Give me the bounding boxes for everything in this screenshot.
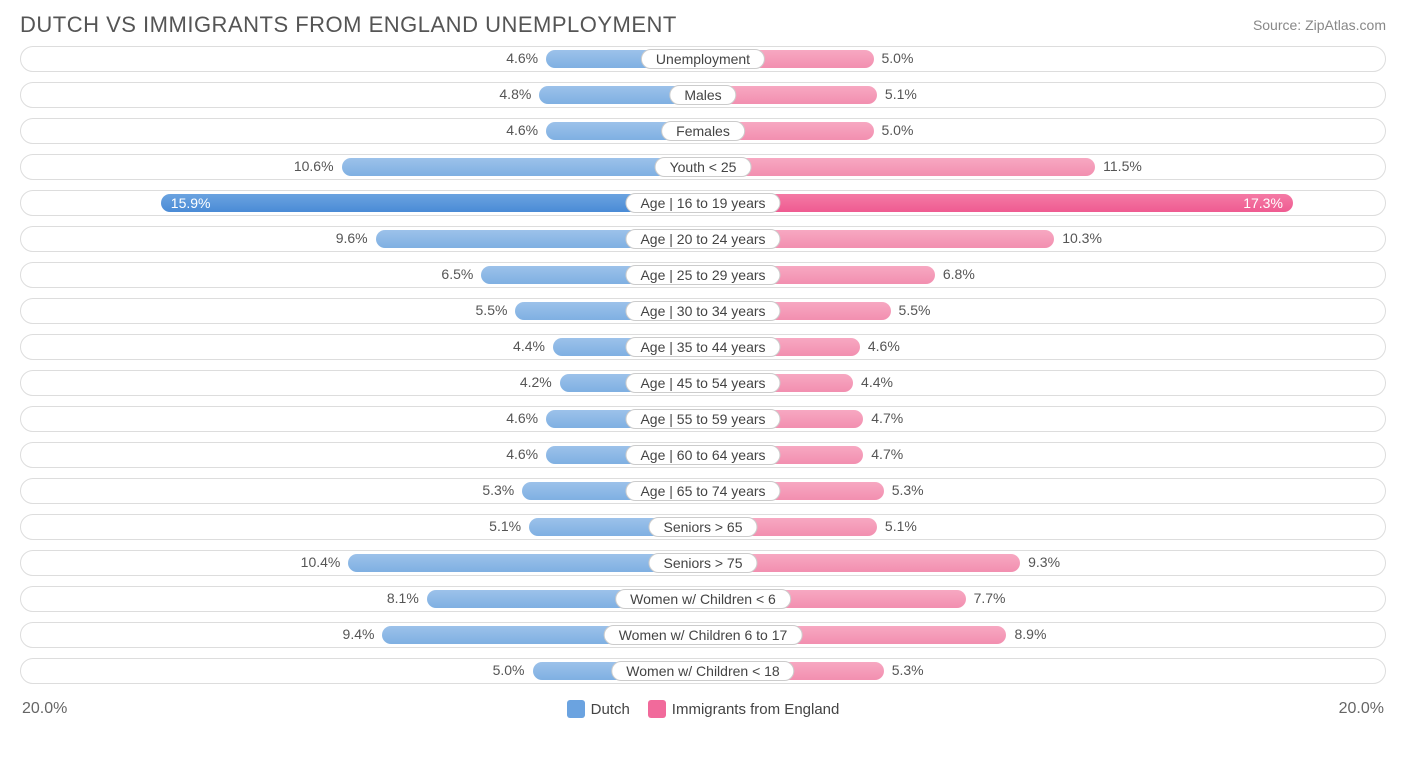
legend-swatch-immigrants (648, 700, 666, 718)
value-left: 10.4% (301, 554, 349, 570)
row-label: Age | 16 to 19 years (625, 193, 780, 213)
value-right: 5.5% (891, 302, 931, 318)
row-label: Males (669, 85, 736, 105)
axis-label-left: 20.0% (22, 700, 67, 718)
value-right: 5.3% (884, 662, 924, 678)
value-left: 9.6% (336, 230, 376, 246)
bar-left (161, 194, 703, 212)
legend: Dutch Immigrants from England (567, 700, 840, 718)
chart-row: 10.6% 11.5% Youth < 25 (20, 154, 1386, 180)
chart-footer: 20.0% Dutch Immigrants from England 20.0… (0, 694, 1406, 736)
value-left: 4.6% (506, 410, 546, 426)
row-label: Females (661, 121, 745, 141)
value-right: 7.7% (966, 590, 1006, 606)
value-left: 4.6% (506, 50, 546, 66)
value-left: 5.0% (493, 662, 533, 678)
value-right: 5.1% (877, 86, 917, 102)
chart-row: 8.1% 7.7% Women w/ Children < 6 (20, 586, 1386, 612)
chart-row: 4.6% 4.7% Age | 55 to 59 years (20, 406, 1386, 432)
value-left: 8.1% (387, 590, 427, 606)
chart-row: 4.2% 4.4% Age | 45 to 54 years (20, 370, 1386, 396)
legend-label-immigrants: Immigrants from England (672, 701, 840, 718)
row-label: Age | 35 to 44 years (625, 337, 780, 357)
row-label: Age | 60 to 64 years (625, 445, 780, 465)
value-right: 5.3% (884, 482, 924, 498)
value-left: 15.9% (171, 195, 211, 211)
value-left: 6.5% (441, 266, 481, 282)
chart-source: Source: ZipAtlas.com (1253, 17, 1386, 33)
bar-left (342, 158, 703, 176)
row-label: Youth < 25 (655, 157, 752, 177)
chart-row: 10.4% 9.3% Seniors > 75 (20, 550, 1386, 576)
chart-row: 5.0% 5.3% Women w/ Children < 18 (20, 658, 1386, 684)
row-label: Age | 55 to 59 years (625, 409, 780, 429)
value-right: 5.0% (874, 122, 914, 138)
value-right: 4.7% (863, 446, 903, 462)
chart-row: 15.9% 17.3% Age | 16 to 19 years (20, 190, 1386, 216)
row-label: Women w/ Children < 18 (611, 661, 794, 681)
bar-right (703, 158, 1095, 176)
value-left: 4.8% (499, 86, 539, 102)
chart-row: 5.5% 5.5% Age | 30 to 34 years (20, 298, 1386, 324)
row-label: Women w/ Children < 6 (615, 589, 791, 609)
chart-row: 6.5% 6.8% Age | 25 to 29 years (20, 262, 1386, 288)
value-left: 4.6% (506, 122, 546, 138)
row-label: Unemployment (641, 49, 765, 69)
value-left: 5.3% (482, 482, 522, 498)
value-right: 5.0% (874, 50, 914, 66)
chart-row: 4.6% 5.0% Unemployment (20, 46, 1386, 72)
value-left: 5.1% (489, 518, 529, 534)
chart-row: 9.4% 8.9% Women w/ Children 6 to 17 (20, 622, 1386, 648)
value-left: 5.5% (476, 302, 516, 318)
value-right: 4.7% (863, 410, 903, 426)
value-right: 5.1% (877, 518, 917, 534)
chart-row: 5.3% 5.3% Age | 65 to 74 years (20, 478, 1386, 504)
value-right: 9.3% (1020, 554, 1060, 570)
chart-row: 4.6% 4.7% Age | 60 to 64 years (20, 442, 1386, 468)
value-left: 4.2% (520, 374, 560, 390)
legend-item-dutch: Dutch (567, 700, 630, 718)
chart-title: DUTCH VS IMMIGRANTS FROM ENGLAND UNEMPLO… (20, 12, 677, 38)
legend-label-dutch: Dutch (591, 701, 630, 718)
value-right: 8.9% (1006, 626, 1046, 642)
chart-row: 9.6% 10.3% Age | 20 to 24 years (20, 226, 1386, 252)
value-left: 4.6% (506, 446, 546, 462)
row-label: Age | 30 to 34 years (625, 301, 780, 321)
value-left: 4.4% (513, 338, 553, 354)
chart-body: 4.6% 5.0% Unemployment 4.8% 5.1% Males 4.6% 5.0… (0, 46, 1406, 684)
value-right: 6.8% (935, 266, 975, 282)
value-left: 10.6% (294, 158, 342, 174)
legend-item-immigrants: Immigrants from England (648, 700, 840, 718)
row-label: Seniors > 75 (649, 553, 758, 573)
chart-row: 4.8% 5.1% Males (20, 82, 1386, 108)
row-label: Seniors > 65 (649, 517, 758, 537)
value-right: 10.3% (1054, 230, 1102, 246)
value-left: 9.4% (343, 626, 383, 642)
bar-right (703, 194, 1293, 212)
value-right: 4.6% (860, 338, 900, 354)
row-label: Women w/ Children 6 to 17 (604, 625, 803, 645)
axis-label-right: 20.0% (1339, 700, 1384, 718)
row-label: Age | 65 to 74 years (625, 481, 780, 501)
legend-swatch-dutch (567, 700, 585, 718)
value-right: 4.4% (853, 374, 893, 390)
row-label: Age | 25 to 29 years (625, 265, 780, 285)
chart-row: 5.1% 5.1% Seniors > 65 (20, 514, 1386, 540)
row-label: Age | 45 to 54 years (625, 373, 780, 393)
chart-header: DUTCH VS IMMIGRANTS FROM ENGLAND UNEMPLO… (0, 0, 1406, 46)
row-label: Age | 20 to 24 years (625, 229, 780, 249)
chart-row: 4.6% 5.0% Females (20, 118, 1386, 144)
value-right: 17.3% (1243, 195, 1283, 211)
chart-row: 4.4% 4.6% Age | 35 to 44 years (20, 334, 1386, 360)
value-right: 11.5% (1095, 158, 1142, 174)
